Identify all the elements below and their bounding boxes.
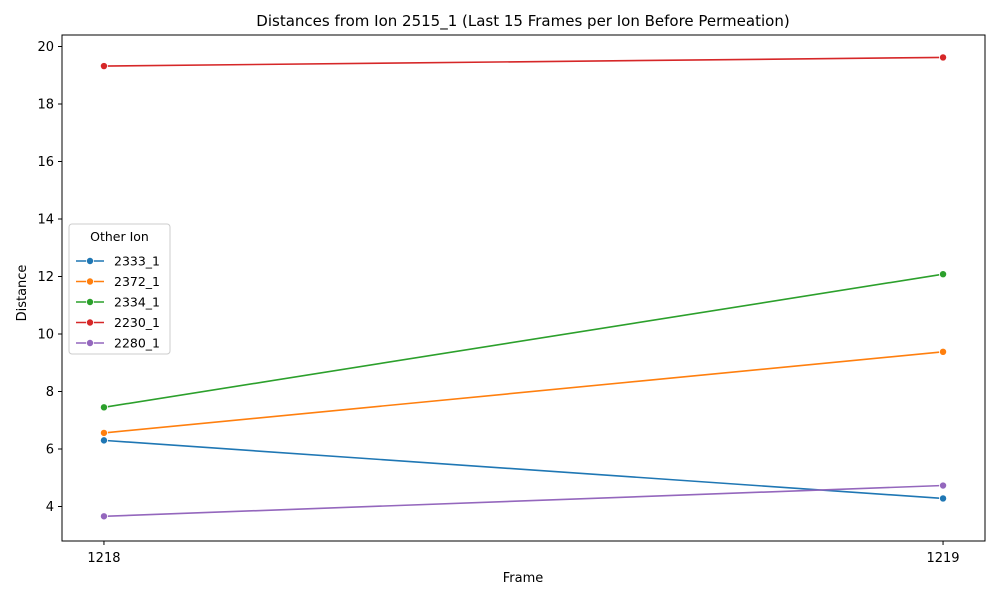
series-line-2333_1 — [103, 439, 944, 500]
legend-swatch-marker — [86, 338, 95, 347]
legend-swatch-marker — [86, 277, 95, 286]
data-point-2230_1 — [99, 62, 108, 71]
y-axis-title: Distance — [15, 265, 30, 322]
data-point-2334_1 — [99, 403, 108, 412]
y-tick-label: 20 — [37, 40, 54, 55]
y-tick-label: 14 — [37, 213, 54, 228]
data-point-2372_1 — [99, 428, 108, 437]
legend-title: Other Ion — [90, 229, 149, 244]
data-point-2333_1 — [99, 436, 108, 445]
legend: Other Ion 2333_1 2372_1 2334_1 2230_1 2280_1 — [68, 223, 171, 355]
legend-label: 2334_1 — [114, 295, 160, 310]
y-tick-label: 10 — [37, 328, 54, 343]
legend-label: 2230_1 — [114, 315, 160, 330]
series-line-2230_1 — [103, 56, 944, 67]
y-tick-label: 12 — [37, 270, 54, 285]
chart-title: Distances from Ion 2515_1 (Last 15 Frame… — [256, 12, 789, 31]
x-axis-title: Frame — [503, 571, 544, 586]
legend-label: 2280_1 — [114, 336, 160, 351]
x-tick-label: 1218 — [87, 551, 120, 566]
y-tick-label: 8 — [46, 385, 54, 400]
legend-box — [68, 223, 171, 355]
legend-label: 2372_1 — [114, 274, 160, 289]
series-line-2280_1 — [103, 484, 944, 518]
axes-frame — [61, 34, 986, 542]
data-point-2334_1 — [939, 270, 948, 279]
legend-label: 2333_1 — [114, 254, 160, 269]
plot-area: 4 6 8 10 12 14 16 18 20 1218 1219 — [37, 34, 986, 566]
legend-swatch-marker — [86, 297, 95, 306]
x-tick-label: 1219 — [926, 551, 959, 566]
y-tick-label: 16 — [37, 155, 54, 170]
data-point-2333_1 — [939, 494, 948, 503]
legend-swatch-marker — [86, 318, 95, 327]
data-point-2230_1 — [939, 53, 948, 62]
legend-swatch-marker — [86, 256, 95, 265]
series-line-2334_1 — [103, 273, 944, 409]
data-point-2280_1 — [99, 512, 108, 521]
y-tick-label: 18 — [37, 98, 54, 113]
series-line-2372_1 — [103, 351, 944, 434]
data-point-2372_1 — [939, 347, 948, 356]
y-tick-label: 6 — [46, 443, 54, 458]
data-point-2280_1 — [939, 481, 948, 490]
y-tick-label: 4 — [46, 500, 54, 515]
